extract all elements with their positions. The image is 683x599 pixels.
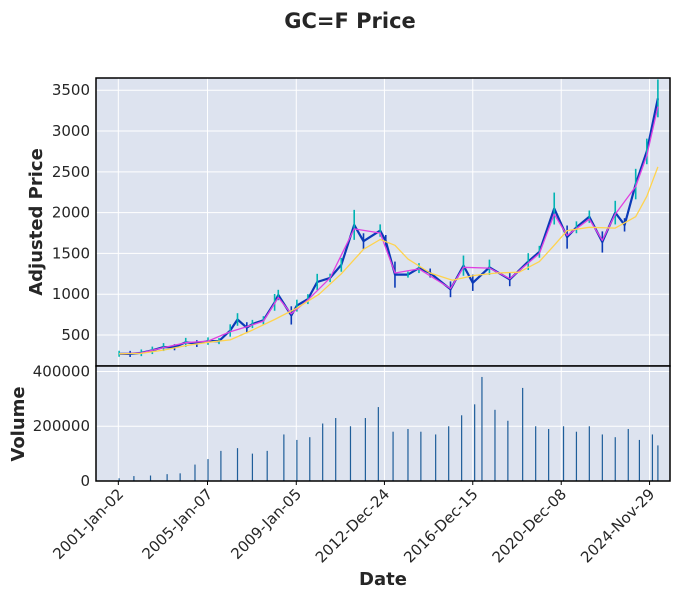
volume-bar: [614, 437, 616, 481]
volume-bar: [474, 404, 476, 481]
volume-panel-frame: [95, 365, 671, 482]
volume-bar: [601, 434, 603, 481]
volume-bar: [627, 428, 629, 481]
volume-bar: [575, 431, 578, 481]
volume-bar: [638, 439, 640, 481]
volume-y-tick-label: 0: [80, 472, 90, 490]
volume-bar: [562, 426, 565, 481]
short-moving-average-line: [119, 106, 659, 355]
volume-bar: [296, 439, 298, 481]
price-y-tick-label: 500: [61, 326, 90, 344]
x-axis-label: Date: [359, 569, 407, 590]
volume-bar: [507, 420, 509, 481]
price-y-ticks: 500 1000 1500 2000 2500 3000 3500: [52, 81, 90, 344]
volume-bar: [448, 426, 450, 481]
volume-bar: [420, 431, 422, 481]
volume-y-tick-label: 200000: [33, 417, 90, 435]
volume-bar: [435, 434, 437, 481]
volume-bar: [118, 478, 120, 481]
volume-bar: [335, 418, 337, 481]
volume-bar: [166, 474, 168, 481]
x-tick-label: 2009-Jan-05: [227, 485, 305, 563]
price-y-tick-label: 3500: [52, 81, 90, 99]
volume-bar: [322, 423, 324, 481]
price-y-tick-label: 3000: [52, 122, 90, 140]
volume-bar: [364, 418, 366, 481]
price-y-tick-label: 2000: [52, 204, 90, 222]
volume-bar: [349, 426, 352, 481]
volume-bar: [149, 475, 152, 481]
chart-title: GC=F Price: [284, 9, 416, 33]
volume-bar: [283, 434, 285, 481]
volume-y-tick-label: 400000: [33, 362, 90, 380]
volume-y-axis-label: Volume: [8, 386, 29, 461]
volume-bar: [207, 459, 209, 481]
x-tick-label: 2024-Nov-29: [577, 485, 658, 566]
x-ticks: 2001-Jan-02 2005-Jan-07 2009-Jan-05 2012-De…: [49, 481, 658, 567]
volume-bar: [461, 415, 463, 481]
volume-bar: [522, 387, 524, 481]
volume-bar: [481, 376, 483, 481]
volume-bar: [377, 407, 379, 481]
volume-bar: [251, 453, 254, 481]
price-panel-background: [96, 78, 670, 366]
price-grid: [96, 78, 670, 366]
x-tick-label: 2020-Dec-08: [489, 485, 570, 566]
price-y-axis-label: Adjusted Price: [26, 148, 47, 296]
volume-bar: [309, 437, 311, 481]
volume-bar: [220, 450, 222, 481]
volume-bar: [494, 409, 496, 481]
volume-panel-background: [96, 366, 670, 481]
volume-bar: [179, 473, 181, 481]
price-y-tick-label: 2500: [52, 163, 90, 181]
volume-bar: [236, 448, 239, 481]
volume-bar: [651, 434, 654, 481]
x-tick-label: 2012-Dec-24: [312, 485, 393, 566]
volume-bar: [266, 450, 268, 481]
price-series: [118, 79, 659, 357]
volume-bar: [407, 428, 409, 481]
volume-bar: [548, 428, 550, 481]
volume-bar: [588, 426, 590, 481]
volume-bar: [194, 464, 196, 481]
volume-y-ticks: 0 200000 400000: [33, 362, 90, 490]
volume-bars: [118, 376, 659, 481]
price-y-tick-label: 1000: [52, 285, 90, 303]
volume-bar: [392, 431, 394, 481]
x-tick-label: 2016-Dec-15: [400, 485, 481, 566]
volume-bar: [657, 445, 659, 481]
x-tick-label: 2001-Jan-02: [49, 485, 127, 563]
price-y-tick-label: 1500: [52, 244, 90, 262]
volume-bar: [535, 426, 537, 481]
long-moving-average-line: [119, 166, 659, 355]
volume-bar: [133, 476, 135, 481]
x-tick-label: 2005-Jan-07: [139, 485, 217, 563]
